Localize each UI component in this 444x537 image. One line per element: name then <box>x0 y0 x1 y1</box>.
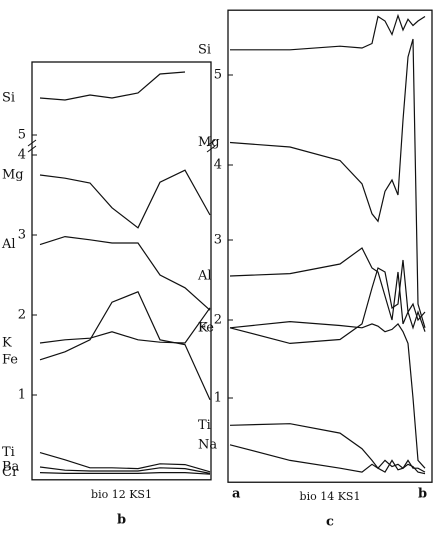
series-line <box>229 247 426 332</box>
series-label: Fe <box>198 320 214 335</box>
series-label: K <box>198 320 208 335</box>
axis-break <box>27 145 37 153</box>
corner-label: a <box>232 487 241 502</box>
series-line <box>39 307 211 344</box>
y-tick-label: 1 <box>214 391 222 406</box>
series-line <box>230 13 426 51</box>
series-label: Mg <box>2 168 24 183</box>
y-tick-label: 3 <box>214 233 222 248</box>
series-line <box>39 71 186 101</box>
y-tick-label: 5 <box>18 128 26 143</box>
series-label: Ba <box>2 460 20 475</box>
series-line <box>39 466 211 474</box>
y-tick-label: 3 <box>18 228 26 243</box>
y-tick-label: 4 <box>214 158 222 173</box>
series-line <box>39 169 211 229</box>
y-tick-label: 2 <box>18 308 26 323</box>
y-tick-label: 4 <box>18 148 26 163</box>
y-tick-label: 2 <box>214 313 222 328</box>
series-label: Cr <box>2 465 19 480</box>
axis-break <box>206 145 216 153</box>
plot-frame <box>227 9 433 483</box>
series-line <box>39 452 211 473</box>
series-line <box>229 320 426 469</box>
series-line <box>39 235 211 311</box>
series-line <box>229 38 426 328</box>
series-label: Si <box>198 42 211 57</box>
panel-label: b <box>117 512 126 527</box>
series-label: K <box>2 336 12 351</box>
series-label: Mg <box>198 135 220 150</box>
panel-label: c <box>326 515 334 530</box>
series-line <box>39 472 211 475</box>
x-label: bio 12 KS1 <box>91 488 152 501</box>
axis-break <box>27 139 37 147</box>
series-line <box>39 291 211 401</box>
y-tick-label: 5 <box>214 68 222 83</box>
series-line <box>229 444 426 473</box>
series-label: Si <box>2 91 15 106</box>
y-tick-label: 1 <box>18 388 26 403</box>
series-label: Ti <box>198 418 211 433</box>
series-label: Al <box>1 237 16 252</box>
axis-break <box>206 139 216 147</box>
series-label: Al <box>197 269 212 284</box>
x-label: bio 14 KS1 <box>300 490 361 503</box>
series-label: Ti <box>2 445 15 460</box>
corner-label: b <box>418 487 427 502</box>
series-label: Fe <box>2 352 18 367</box>
plot-frame <box>31 61 212 481</box>
series-label: Na <box>198 437 217 452</box>
series-line <box>229 259 426 345</box>
